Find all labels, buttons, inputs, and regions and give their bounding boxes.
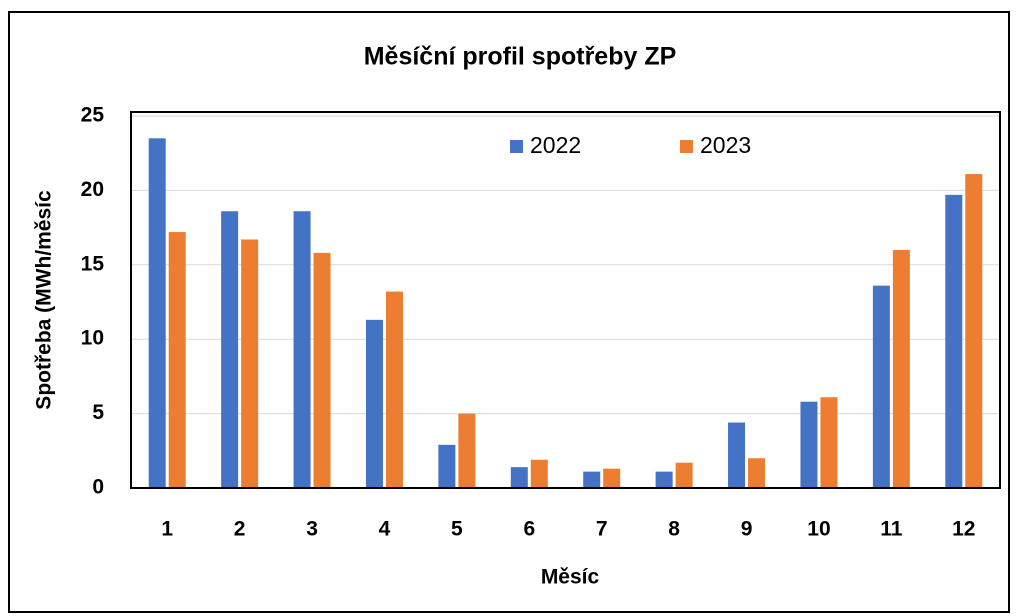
bar xyxy=(148,138,166,488)
x-tick-label: 8 xyxy=(668,518,680,541)
x-axis-label: Měsíc xyxy=(541,566,600,589)
chart-title: Měsíční profil spotřeby ZP xyxy=(364,43,677,71)
bar xyxy=(458,413,476,488)
bar xyxy=(945,194,963,488)
y-tick-label: 20 xyxy=(81,178,104,201)
bar xyxy=(603,468,621,488)
legend-label: 2022 xyxy=(530,132,581,158)
bar xyxy=(583,471,601,488)
bar xyxy=(168,232,186,488)
x-tick-label: 6 xyxy=(523,518,535,541)
bar xyxy=(728,422,746,488)
bar xyxy=(365,319,383,488)
legend-label: 2023 xyxy=(700,132,751,158)
bar xyxy=(675,462,693,488)
bar xyxy=(293,211,311,488)
x-tick-label: 1 xyxy=(161,518,173,541)
bar xyxy=(800,401,818,488)
bar xyxy=(221,211,239,488)
y-tick-label: 5 xyxy=(92,401,104,424)
bar xyxy=(892,249,910,488)
bar xyxy=(510,467,528,488)
x-tick-label: 10 xyxy=(807,518,830,541)
bar xyxy=(820,397,838,488)
x-tick-label: 5 xyxy=(451,518,463,541)
x-tick-label: 7 xyxy=(596,518,608,541)
x-tick-label: 4 xyxy=(379,518,391,541)
y-tick-label: 10 xyxy=(81,327,104,350)
x-tick-label: 11 xyxy=(880,518,903,541)
x-tick-label: 3 xyxy=(306,518,318,541)
legend-swatch xyxy=(680,140,693,153)
x-tick-label: 9 xyxy=(741,518,753,541)
legend-swatch xyxy=(510,140,523,153)
bar xyxy=(965,174,983,489)
y-tick-label: 25 xyxy=(81,104,105,127)
x-tick-label: 12 xyxy=(952,518,975,541)
bar xyxy=(313,252,331,488)
bar xyxy=(748,458,766,488)
bar xyxy=(241,239,259,488)
y-tick-label: 0 xyxy=(92,476,104,499)
y-tick-label: 15 xyxy=(81,252,105,275)
x-tick-label: 2 xyxy=(234,518,246,541)
bar xyxy=(655,471,673,488)
bar xyxy=(385,291,403,488)
bar xyxy=(872,285,890,488)
bar xyxy=(438,444,456,488)
y-axis-label: Spotřeba (MWh/měsíc xyxy=(33,190,56,410)
bar xyxy=(530,459,548,488)
